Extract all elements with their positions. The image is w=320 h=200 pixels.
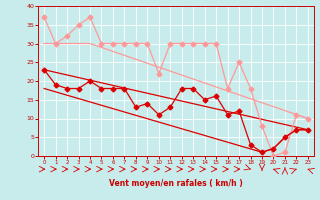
X-axis label: Vent moyen/en rafales ( km/h ): Vent moyen/en rafales ( km/h ) bbox=[109, 179, 243, 188]
